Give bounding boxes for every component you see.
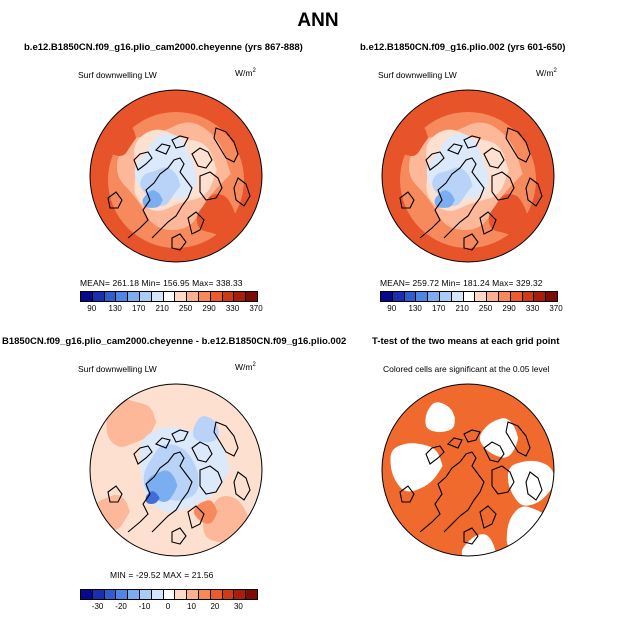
main-title: ANN <box>297 10 339 31</box>
panel2-units: W/m2 <box>536 68 557 78</box>
colorbar-tick-label: 0 <box>165 602 171 611</box>
colorbar-tick-label: 170 <box>431 304 446 313</box>
colorbar-swatch <box>128 292 140 301</box>
colorbar-tick-label: 10 <box>187 602 196 611</box>
colorbar-tick-label: -10 <box>138 602 151 611</box>
colorbar-swatch <box>510 292 523 301</box>
colorbar-tick-label: 130 <box>108 304 122 313</box>
panel2-var-label: Surf downwelling LW <box>378 70 457 80</box>
panel3-stats: MIN = -29.52 MAX = 21.56 <box>110 570 214 580</box>
colorbar-swatch <box>487 292 499 301</box>
panel4-subtitle: Colored cells are significant at the 0.0… <box>383 364 550 374</box>
panel4-map <box>380 382 556 558</box>
colorbar-swatch <box>116 590 129 599</box>
panel1-colorbar-ticks: 90 130 170 210 250 290 330 370 <box>80 304 262 314</box>
colorbar-tick-label: 210 <box>155 304 169 313</box>
colorbar-tick-label: 250 <box>478 304 493 313</box>
panel3-colorbar-ticks: -30 -20 -10 0 10 20 30 <box>80 602 256 612</box>
panel1-stats: MEAN= 261.18 Min= 156.95 Max= 338.33 <box>80 278 243 288</box>
colorbar-swatch <box>151 292 164 301</box>
colorbar-tick-label: 290 <box>502 304 516 313</box>
colorbar-swatch <box>81 292 93 301</box>
panel3-units: W/m2 <box>235 362 256 372</box>
colorbar-swatch <box>187 292 199 301</box>
colorbar-swatch <box>198 590 211 599</box>
panel2-stats: MEAN= 259.72 Min= 181.24 Max= 329.32 <box>380 278 543 288</box>
panel2-title: b.e12.B1850CN.f09_g16.plio.002 (yrs 601-… <box>360 42 566 53</box>
panel2-colorbar <box>380 291 558 302</box>
colorbar-tick-label: 290 <box>202 304 216 313</box>
colorbar-swatch <box>187 590 199 599</box>
colorbar-swatch <box>522 292 535 301</box>
colorbar-swatch <box>210 590 223 599</box>
colorbar-swatch <box>210 292 223 301</box>
colorbar-swatch <box>81 590 93 599</box>
panel1-units: W/m2 <box>235 68 256 78</box>
colorbar-swatch <box>163 590 176 599</box>
panel3-var-label: Surf downwelling LW <box>78 364 157 374</box>
colorbar-swatch <box>439 292 452 301</box>
panel1-colorbar <box>80 291 258 302</box>
colorbar-swatch <box>175 292 188 301</box>
colorbar-tick-label: 250 <box>178 304 193 313</box>
colorbar-swatch <box>546 292 557 301</box>
panel4-title: T-test of the two means at each grid poi… <box>372 336 560 347</box>
colorbar-tick-label: 170 <box>131 304 146 313</box>
colorbar-tick-label: 90 <box>387 304 397 313</box>
colorbar-swatch <box>104 590 117 599</box>
colorbar-swatch <box>428 292 440 301</box>
colorbar-tick-label: 370 <box>249 304 263 313</box>
colorbar-tick-label: 370 <box>549 304 563 313</box>
colorbar-swatch <box>392 292 405 301</box>
colorbar-swatch <box>246 590 257 599</box>
colorbar-swatch <box>128 590 140 599</box>
colorbar-swatch <box>475 292 488 301</box>
colorbar-tick-label: 210 <box>455 304 469 313</box>
colorbar-swatch <box>92 590 105 599</box>
colorbar-tick-label: 330 <box>525 304 540 313</box>
colorbar-swatch <box>151 590 164 599</box>
panel1-map <box>88 88 264 264</box>
colorbar-tick-label: 30 <box>233 602 243 611</box>
panel3-colorbar <box>80 589 258 600</box>
colorbar-swatch <box>416 292 429 301</box>
panel1-title: b.e12.B1850CN.f09_g16.plio_cam2000.cheye… <box>24 42 303 53</box>
colorbar-swatch <box>498 292 511 301</box>
colorbar-swatch <box>234 590 247 599</box>
panel2-map <box>380 88 556 264</box>
colorbar-swatch <box>198 292 211 301</box>
colorbar-swatch <box>463 292 476 301</box>
panel1-var-label: Surf downwelling LW <box>78 70 157 80</box>
colorbar-tick-label: 90 <box>87 304 97 313</box>
panel3-title: B1850CN.f09_g16.plio_cam2000.cheyenne - … <box>2 336 347 347</box>
colorbar-swatch <box>381 292 393 301</box>
colorbar-swatch <box>92 292 105 301</box>
colorbar-swatch <box>104 292 117 301</box>
colorbar-tick-label: -20 <box>115 602 127 611</box>
colorbar-swatch <box>139 590 152 599</box>
colorbar-swatch <box>534 292 547 301</box>
colorbar-swatch <box>451 292 464 301</box>
colorbar-swatch <box>234 292 247 301</box>
colorbar-swatch <box>139 292 152 301</box>
colorbar-tick-label: 20 <box>210 602 220 611</box>
colorbar-tick-label: 330 <box>225 304 240 313</box>
colorbar-swatch <box>222 590 235 599</box>
colorbar-tick-label: 130 <box>408 304 422 313</box>
panel2-colorbar-ticks: 90 130 170 210 250 290 330 370 <box>380 304 562 314</box>
colorbar-swatch <box>175 590 188 599</box>
colorbar-swatch <box>163 292 176 301</box>
panel3-map <box>88 382 264 558</box>
colorbar-swatch <box>404 292 417 301</box>
colorbar-swatch <box>246 292 257 301</box>
colorbar-swatch <box>222 292 235 301</box>
colorbar-swatch <box>116 292 129 301</box>
colorbar-tick-label: -30 <box>91 602 104 611</box>
